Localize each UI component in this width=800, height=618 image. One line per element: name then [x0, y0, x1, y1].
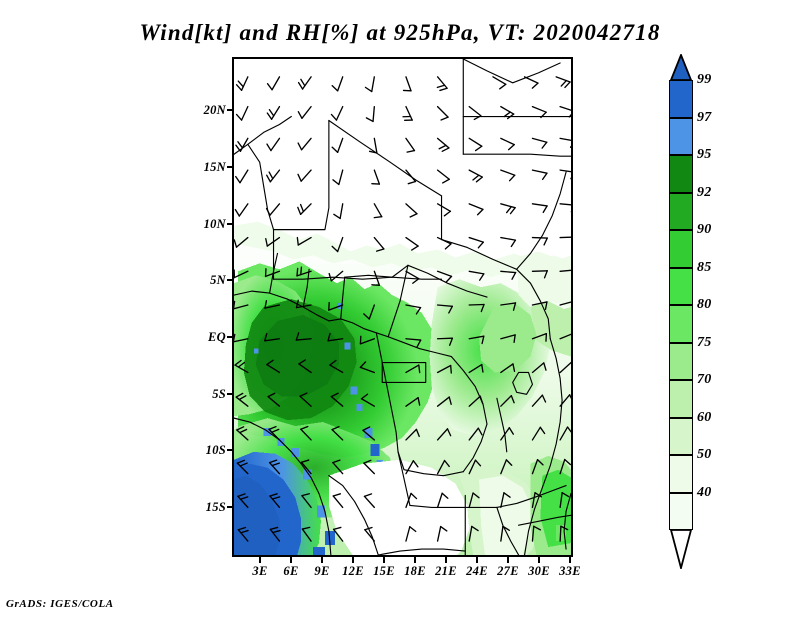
colorbar-label: 80: [697, 297, 712, 312]
y-tick-label: EQ: [208, 330, 226, 344]
colorbar-label: 99: [697, 72, 712, 87]
x-tick-label: 12E: [342, 564, 364, 578]
grads-credit: GrADS: IGES/COLA: [6, 598, 114, 610]
x-tick-label: 30E: [528, 564, 550, 578]
colorbar-band: [669, 380, 693, 418]
x-tick-mark: [414, 557, 416, 563]
x-tick-mark: [445, 557, 447, 563]
y-tick-label: 15S: [205, 500, 226, 514]
x-tick-label: 6E: [283, 564, 299, 578]
x-tick-label: 21E: [435, 564, 457, 578]
y-tick-label: 10S: [205, 443, 226, 457]
y-tick-mark: [227, 166, 233, 168]
y-tick-mark: [227, 449, 233, 451]
country-borders: [234, 59, 571, 555]
colorbar-label: 97: [697, 109, 712, 125]
colorbar-band: [669, 155, 693, 193]
colorbar-label: 95: [697, 147, 712, 162]
x-tick-mark: [538, 557, 540, 563]
y-tick-label: 10N: [203, 217, 226, 231]
x-tick-mark: [569, 557, 571, 563]
colorbar-label: 70: [697, 372, 712, 387]
x-tick-mark: [476, 557, 478, 563]
y-tick-mark: [227, 393, 233, 395]
y-tick-mark: [227, 109, 233, 111]
x-tick-label: 15E: [373, 564, 395, 578]
x-tick-mark: [290, 557, 292, 563]
y-tick-label: 15N: [203, 160, 226, 174]
y-tick-mark: [227, 506, 233, 508]
x-tick-mark: [507, 557, 509, 563]
x-tick-mark: [259, 557, 261, 563]
y-tick-mark: [227, 336, 233, 338]
colorbar-band: [669, 492, 693, 530]
colorbar-band: [669, 342, 693, 380]
rh-shaded-field: [234, 221, 571, 555]
x-tick-label: 9E: [314, 564, 330, 578]
colorbar-band: [669, 267, 693, 305]
colorbar-label: 50: [697, 447, 712, 462]
x-tick-label: 18E: [404, 564, 426, 578]
x-tick-mark: [321, 557, 323, 563]
rh-wind-map: [234, 59, 571, 555]
colorbar-high-arrow: [669, 54, 693, 81]
y-tick-label: 5N: [210, 273, 226, 287]
x-tick-mark: [383, 557, 385, 563]
x-tick-label: 27E: [497, 564, 519, 578]
colorbar-band: [669, 192, 693, 230]
x-tick-label: 24E: [466, 564, 488, 578]
colorbar-label: 60: [697, 409, 712, 425]
colorbar-band: [669, 455, 693, 493]
colorbar-label: 90: [697, 222, 712, 237]
colorbar-band: [669, 417, 693, 455]
chart-title: Wind[kt] and RH[%] at 925hPa, VT: 202004…: [139, 20, 661, 45]
colorbar-band: [669, 305, 693, 343]
colorbar-band: [669, 117, 693, 155]
x-tick-label: 3E: [252, 564, 268, 578]
colorbar-low-arrow: [669, 529, 693, 569]
y-tick-label: 20N: [203, 103, 226, 117]
colorbar-band: [669, 230, 693, 268]
y-tick-label: 5S: [212, 387, 226, 401]
colorbar-label: 85: [697, 259, 712, 275]
colorbar-label: 92: [697, 184, 712, 200]
colorbar-label: 75: [697, 334, 712, 350]
map-plot-area: [232, 57, 573, 557]
colorbar-label: 40: [697, 484, 712, 500]
wind-barb-field: [234, 76, 571, 542]
y-tick-mark: [227, 223, 233, 225]
y-tick-mark: [227, 279, 233, 281]
colorbar-band: [669, 80, 693, 118]
colorbar: 99 97 95 92 90 85 80 75 70 60 50 40: [669, 54, 711, 569]
x-tick-mark: [352, 557, 354, 563]
x-tick-label: 33E: [559, 564, 581, 578]
